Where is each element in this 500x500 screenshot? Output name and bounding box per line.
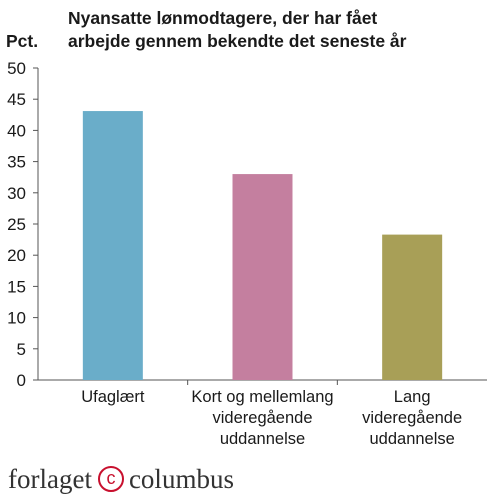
x-category-label: Kort og mellemlang: [191, 388, 333, 406]
chart-title-line-1: Nyansatte lønmodtagere, der har fået: [68, 8, 378, 28]
bar: [382, 234, 443, 380]
x-category-label: videregående: [213, 409, 313, 427]
y-tick-label: 0: [17, 371, 26, 390]
x-category-label: uddannelse: [220, 430, 305, 448]
bar: [82, 111, 143, 380]
x-category-label: Lang: [394, 388, 431, 406]
logo-text-left: forlaget: [8, 463, 92, 494]
y-axis-label: Pct.: [6, 31, 39, 51]
y-tick-label: 20: [7, 246, 26, 265]
y-tick-label: 40: [7, 121, 26, 140]
y-tick-label: 30: [7, 184, 26, 203]
y-tick-label: 5: [17, 340, 26, 359]
y-tick-label: 10: [7, 309, 26, 328]
y-tick-label: 45: [7, 90, 26, 109]
logo-text-right: columbus: [128, 463, 234, 494]
x-category-label: videregående: [362, 409, 462, 427]
chart-title-line-2: arbejde gennem bekendte det seneste år: [68, 31, 407, 51]
y-tick-label: 25: [7, 215, 26, 234]
y-tick-label: 15: [7, 277, 26, 296]
x-category-label: Ufaglært: [81, 388, 145, 406]
y-tick-label: 50: [7, 59, 26, 78]
publisher-logo: forlaget c columbus: [8, 462, 234, 496]
copyright-c-icon: c: [97, 466, 124, 492]
y-tick-label: 35: [7, 153, 26, 172]
bar: [232, 174, 293, 380]
x-category-label: uddannelse: [370, 430, 455, 448]
